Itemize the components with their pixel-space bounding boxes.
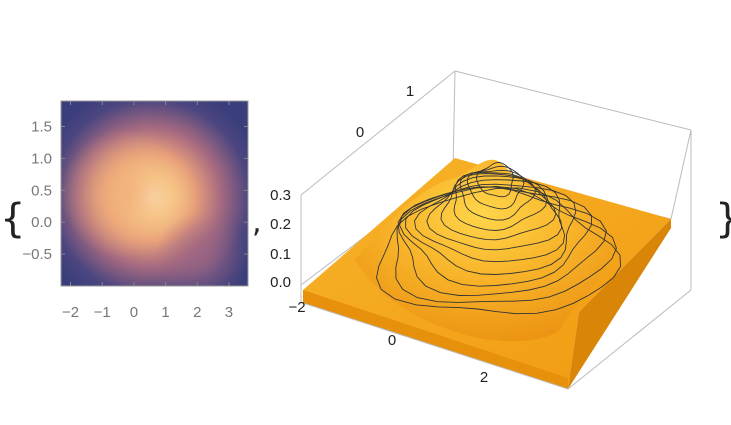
surface-front-face <box>303 290 568 389</box>
heatmap-x-tick-label: 2 <box>193 304 201 321</box>
contour-line <box>476 162 514 198</box>
heatmap-y-tick-label: −0.5 <box>22 246 52 263</box>
surface-x-tick-label: 0 <box>388 332 396 349</box>
surface-side-face <box>568 219 671 389</box>
surface-plot: 0.3 0.2 0.1 0.0 −2 0 2 0 1 <box>270 70 692 390</box>
surface-x-tick-label: −2 <box>288 299 305 316</box>
contour-line <box>426 175 563 251</box>
heatmap-x-tick-labels: −2 −1 0 1 2 3 <box>62 304 233 321</box>
surface-hill <box>355 159 611 342</box>
heatmap-x-tick-label: −2 <box>62 304 79 321</box>
surface-y-tick-label: 0 <box>356 124 364 141</box>
list-open-brace: { <box>0 196 25 242</box>
surface-z-tick-label: 0.3 <box>270 187 291 204</box>
list-separator: , <box>252 205 262 240</box>
density-heatmap: −2 −1 0 1 2 3 1.5 1.0 0.5 0.0 −0.5 <box>22 100 249 321</box>
contour-line <box>405 183 577 275</box>
list-close-brace: } <box>715 196 731 242</box>
contour-line <box>459 169 536 221</box>
surface-box-front <box>300 130 692 390</box>
surface-z-tick-label: 0.2 <box>270 216 291 233</box>
contour-line <box>466 165 525 210</box>
surface-contour-lines <box>376 162 622 315</box>
heatmap-y-tick-label: 0.5 <box>31 182 52 199</box>
heatmap-x-tick-label: 0 <box>130 304 138 321</box>
heatmap-x-tick-label: 3 <box>225 304 233 321</box>
heatmap-y-tick-label: 1.0 <box>31 150 52 167</box>
contour-line <box>397 186 607 296</box>
surface-z-tick-label: 0.1 <box>270 246 291 263</box>
heatmap-density-tail <box>61 101 248 286</box>
surface-x-tick-label: 2 <box>480 369 488 386</box>
surface-tick-labels: 0.3 0.2 0.1 0.0 −2 0 2 0 1 <box>270 83 488 386</box>
heatmap-y-tick-label: 0.0 <box>31 214 52 231</box>
contour-line <box>399 186 593 287</box>
heatmap-x-tick-label: 1 <box>161 304 169 321</box>
surface-y-tick-label: 1 <box>406 83 414 100</box>
surface-z-tick-label: 0.0 <box>270 274 291 291</box>
heatmap-frame <box>60 100 249 287</box>
heatmap-y-tick-label: 1.5 <box>31 119 52 136</box>
contour-line <box>453 172 548 231</box>
heatmap-ticks <box>61 101 248 286</box>
heatmap-y-tick-labels: 1.5 1.0 0.5 0.0 −0.5 <box>22 119 52 264</box>
contour-line <box>376 187 622 315</box>
heatmap-x-tick-label: −1 <box>94 304 111 321</box>
